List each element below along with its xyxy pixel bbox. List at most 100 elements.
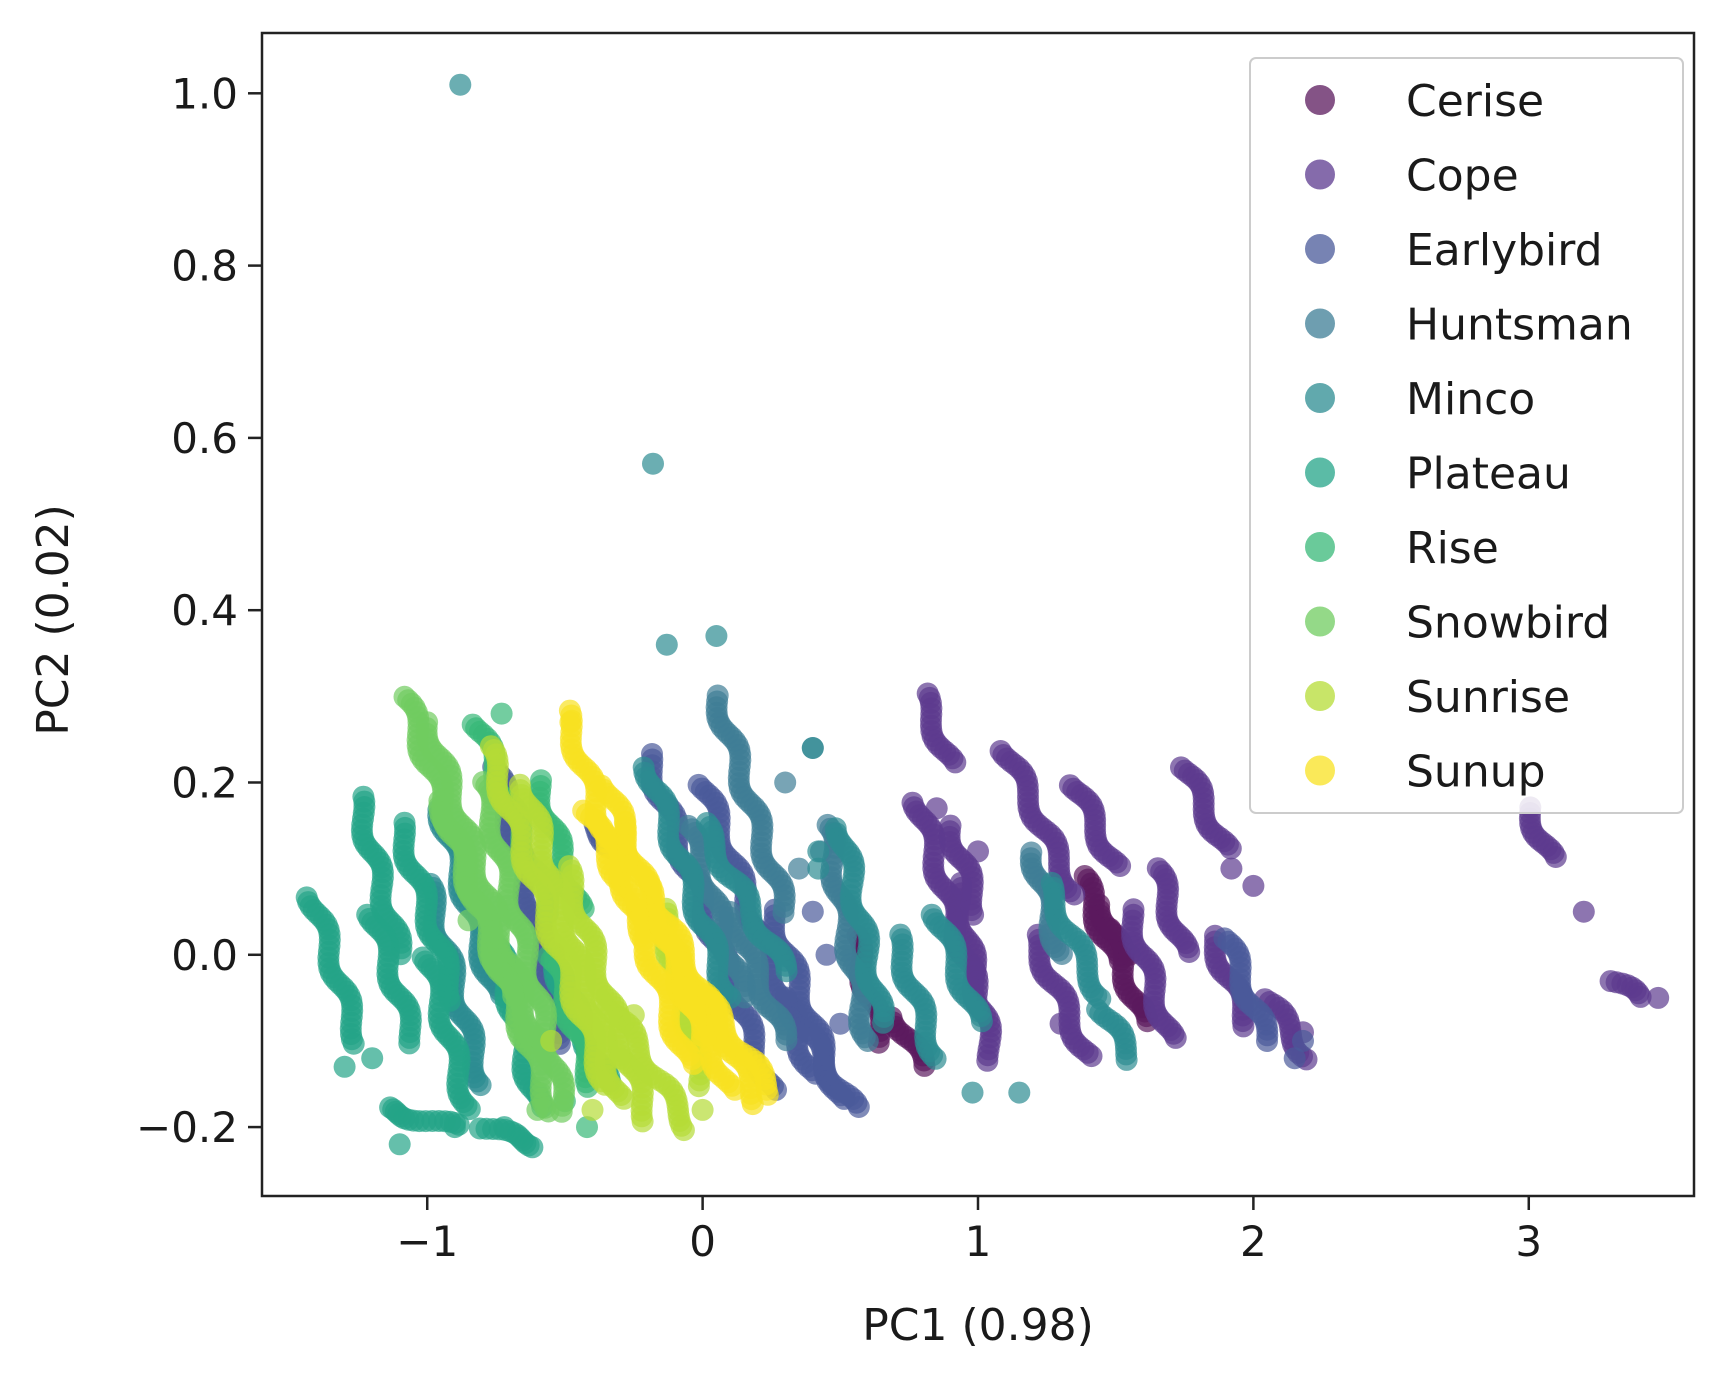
legend-label: Plateau	[1406, 449, 1571, 500]
data-point	[632, 929, 654, 952]
data-point	[691, 1098, 714, 1121]
data-point	[672, 1119, 695, 1142]
data-point	[682, 1052, 705, 1075]
data-point	[1109, 855, 1132, 877]
legend-marker	[1305, 85, 1335, 115]
data-point	[1008, 1081, 1031, 1104]
data-point	[967, 840, 989, 863]
data-point	[1178, 941, 1201, 963]
legend-label: Huntsman	[1406, 300, 1633, 351]
data-point	[1164, 1026, 1187, 1049]
data-point	[490, 702, 513, 725]
y-tick-label: −0.2	[136, 1103, 238, 1152]
data-point	[801, 737, 824, 759]
data-point	[687, 1075, 710, 1098]
legend: Cerise Cope Earlybird Huntsman Minco Plateau R…	[1249, 57, 1684, 814]
y-tick-label: 1.0	[171, 69, 238, 118]
data-point	[962, 903, 985, 926]
data-point	[788, 857, 810, 880]
data-point	[1115, 1048, 1138, 1071]
data-point	[398, 1032, 421, 1055]
y-tick-label: 0.6	[171, 414, 238, 463]
data-point	[1629, 985, 1652, 1008]
data-point	[559, 711, 582, 734]
data-point	[443, 1116, 466, 1139]
legend-marker	[1305, 532, 1335, 562]
data-point	[801, 900, 824, 923]
data-point	[961, 1081, 984, 1104]
legend-label: Sunrise	[1406, 672, 1570, 723]
data-point	[775, 960, 798, 983]
data-point	[458, 1098, 481, 1121]
data-point	[469, 1074, 492, 1097]
data-point	[502, 984, 525, 1007]
y-tick-label: 0.2	[171, 758, 238, 807]
data-point	[576, 1116, 598, 1139]
legend-marker	[1305, 159, 1335, 190]
legend-label: Earlybird	[1406, 225, 1603, 276]
legend-label: Cope	[1406, 151, 1519, 202]
data-point	[1050, 943, 1073, 965]
data-point	[493, 1116, 516, 1139]
data-point	[609, 1047, 631, 1070]
data-point	[333, 1055, 356, 1078]
legend-marker	[1305, 457, 1335, 488]
data-point	[829, 1012, 852, 1035]
data-point	[772, 901, 795, 924]
data-point	[847, 1096, 870, 1118]
data-point	[1283, 1047, 1306, 1070]
data-point	[1242, 874, 1265, 897]
x-tick-label: 3	[1515, 1217, 1542, 1266]
data-point	[521, 1136, 544, 1159]
data-point	[925, 797, 948, 820]
data-point	[655, 633, 678, 656]
x-tick-label: −1	[396, 1217, 458, 1266]
data-point	[613, 1087, 635, 1110]
legend-marker	[1305, 383, 1335, 413]
legend-marker	[1305, 308, 1335, 339]
data-point	[1256, 1030, 1278, 1052]
x-tick-label: 1	[965, 1217, 992, 1266]
data-point	[1080, 1045, 1103, 1068]
data-point	[388, 1133, 411, 1156]
x-tick-label: 0	[689, 1217, 716, 1266]
legend-label: Snowbird	[1406, 598, 1610, 649]
legend-label: Cerise	[1406, 76, 1544, 127]
y-tick-label: 0.8	[171, 242, 238, 291]
data-point	[970, 1010, 993, 1033]
axis-ticks: −1 0 1 2 3 −0.2 0.0 0.2 0.4 0.6 0.8 1.0	[136, 69, 1542, 1266]
data-point	[642, 452, 664, 475]
data-point	[1219, 837, 1242, 860]
y-axis-label: PC2 (0.02)	[28, 504, 79, 736]
y-tick-label: 0.4	[171, 586, 238, 635]
data-point	[1232, 1015, 1255, 1038]
data-point	[815, 943, 838, 966]
x-axis-label: PC1 (0.98)	[862, 1300, 1094, 1351]
data-point	[856, 1030, 879, 1052]
legend-label: Minco	[1406, 374, 1535, 425]
data-point	[807, 840, 830, 863]
data-point	[756, 1083, 779, 1106]
data-point	[705, 625, 728, 647]
data-point	[540, 1029, 563, 1052]
data-point	[1572, 900, 1595, 923]
data-point	[622, 1004, 645, 1027]
series-sunup	[558, 699, 779, 1116]
legend-box	[1249, 57, 1684, 814]
data-point	[1220, 857, 1243, 880]
data-point	[944, 751, 967, 774]
data-point	[631, 1110, 654, 1133]
scatter-points	[295, 73, 1670, 1159]
data-point	[581, 1098, 604, 1121]
data-point	[457, 909, 480, 932]
legend-marker	[1305, 234, 1335, 264]
data-point	[807, 857, 830, 880]
series-plateau	[295, 785, 622, 1159]
legend-marker	[1305, 606, 1335, 637]
data-point	[526, 1098, 549, 1121]
data-point	[1647, 986, 1670, 1009]
legend-marker	[1305, 755, 1335, 786]
data-point	[1063, 883, 1086, 906]
data-point	[361, 1047, 384, 1070]
